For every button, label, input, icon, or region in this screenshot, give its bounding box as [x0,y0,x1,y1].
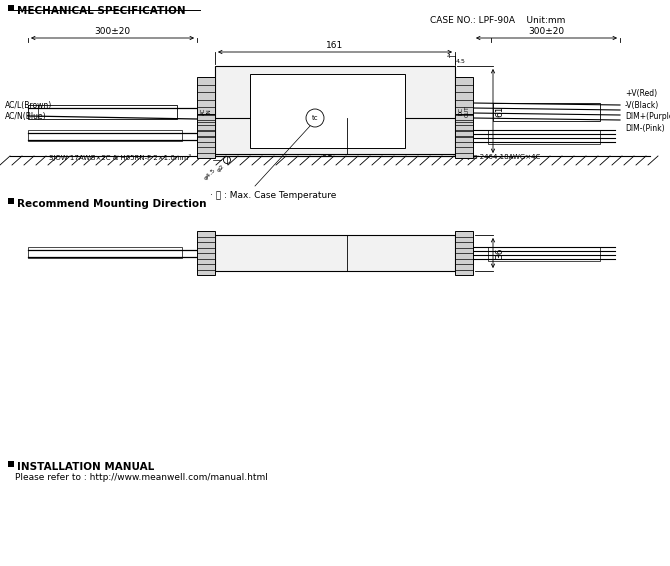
Text: 4.5: 4.5 [456,59,466,64]
Text: 4: 4 [447,54,451,59]
Text: AC
IN: AC IN [200,108,212,115]
Text: · Ⓒ : Max. Case Temperature: · Ⓒ : Max. Case Temperature [210,191,336,200]
Bar [215,118,455,154]
Bar [197,77,215,145]
Bar [197,114,215,158]
Text: Recommend Mounting Direction: Recommend Mounting Direction [17,199,206,209]
Bar [215,235,455,271]
Text: +V(Red)
-V(Black)
DIM+(Purple)
DIM-(Pink): +V(Red) -V(Black) DIM+(Purple) DIM-(Pink… [625,89,670,133]
Text: 61: 61 [495,105,504,117]
Bar [8,198,14,204]
Bar [8,5,14,11]
Bar [28,130,182,141]
Text: 300±20: 300±20 [94,27,131,36]
Bar [455,114,473,158]
Bar [215,66,455,156]
Text: 36: 36 [495,247,504,259]
Text: Please refer to : http://www.meanwell.com/manual.html: Please refer to : http://www.meanwell.co… [15,473,268,482]
Bar [250,74,405,148]
Text: AC/L(Brown)
AC/N(Blue): AC/L(Brown) AC/N(Blue) [5,101,52,121]
Bar [28,105,177,119]
Bar [455,231,473,275]
Text: φ4.5: φ4.5 [203,167,217,181]
Bar [488,130,600,144]
Bar [493,103,600,121]
Bar [197,231,215,275]
Text: 91: 91 [322,148,333,157]
Text: SJOW 17AWG×2C & H05RN-F 2×1.0mm²: SJOW 17AWG×2C & H05RN-F 2×1.0mm² [49,154,191,161]
Text: Style 2464 18AWG×4C: Style 2464 18AWG×4C [460,154,540,160]
Bar [8,461,14,467]
Text: 161: 161 [326,41,344,50]
Text: φ2: φ2 [216,164,226,173]
Bar [455,77,473,145]
Text: MECHANICAL SPECIFICATION: MECHANICAL SPECIFICATION [17,6,186,16]
Bar [488,247,600,261]
Bar [285,98,385,118]
Bar [28,247,182,258]
Text: DC
OUT: DC OUT [458,105,470,117]
Text: tc: tc [312,115,318,121]
Text: 300±20: 300±20 [529,27,565,36]
Text: CASE NO.: LPF-90A    Unit:mm: CASE NO.: LPF-90A Unit:mm [430,16,565,25]
Text: INSTALLATION MANUAL: INSTALLATION MANUAL [17,462,154,472]
